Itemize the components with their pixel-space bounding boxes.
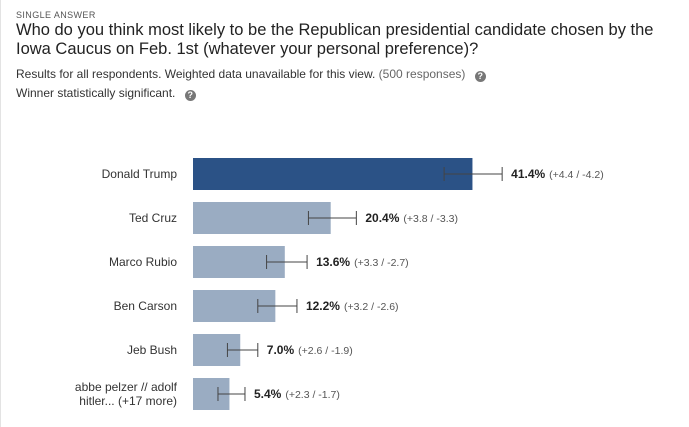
bar-chart-svg: Donald Trump 41.4% (+4.4 / -4.2) Ted Cruz 20… xyxy=(75,158,604,410)
question-type-label: SINGLE ANSWER xyxy=(16,10,96,20)
category-label-line: Jeb Bush xyxy=(127,343,177,357)
category-label-1: Ted Cruz xyxy=(129,211,177,225)
category-label-3: Ben Carson xyxy=(114,299,177,313)
value-percent: 13.6% xyxy=(316,255,350,269)
value-label-2: 13.6% (+3.3 / -2.7) xyxy=(316,255,409,269)
value-percent: 5.4% xyxy=(254,387,282,401)
significance-help-icon[interactable]: ? xyxy=(184,90,196,101)
bar-0 xyxy=(193,158,473,190)
significance-line: Winner statistically significant. ? xyxy=(16,86,196,101)
question-title: Who do you think most likely to be the R… xyxy=(16,21,654,58)
value-percent: 41.4% xyxy=(511,167,545,181)
value-error-range: (+3.2 / -2.6) xyxy=(344,301,399,313)
value-percent: 20.4% xyxy=(365,211,399,225)
results-bar-chart: Donald Trump 41.4% (+4.4 / -4.2) Ted Cruz 20… xyxy=(1,150,689,420)
value-error-range: (+3.3 / -2.7) xyxy=(354,257,409,269)
value-percent: 7.0% xyxy=(267,343,295,357)
category-label-line: hitler... (+17 more) xyxy=(79,394,177,408)
response-count: (500 responses) xyxy=(378,67,466,81)
value-percent: 12.2% xyxy=(306,299,340,313)
category-label-4: Jeb Bush xyxy=(127,343,177,357)
category-label-line: Marco Rubio xyxy=(109,255,177,269)
value-label-3: 12.2% (+3.2 / -2.6) xyxy=(306,299,399,313)
category-label-line: Donald Trump xyxy=(102,167,178,181)
results-info-text: Results for all respondents. Weighted da… xyxy=(16,67,376,81)
help-icon[interactable]: ? xyxy=(474,71,486,82)
value-error-range: (+2.3 / -1.7) xyxy=(285,389,340,401)
value-label-0: 41.4% (+4.4 / -4.2) xyxy=(511,167,604,181)
value-error-range: (+2.6 / -1.9) xyxy=(298,345,353,357)
value-label-1: 20.4% (+3.8 / -3.3) xyxy=(365,211,458,225)
category-label-2: Marco Rubio xyxy=(109,255,177,269)
category-label-line: Ben Carson xyxy=(114,299,177,313)
significance-text: Winner statistically significant. xyxy=(16,86,176,100)
value-label-5: 5.4% (+2.3 / -1.7) xyxy=(254,387,340,401)
category-label-5: abbe pelzer // adolf hitler... (+17 more) xyxy=(75,380,178,408)
value-label-4: 7.0% (+2.6 / -1.9) xyxy=(267,343,353,357)
results-info-line: Results for all respondents. Weighted da… xyxy=(16,67,486,82)
category-label-line: Ted Cruz xyxy=(129,211,177,225)
category-label-0: Donald Trump xyxy=(102,167,178,181)
category-label-line: abbe pelzer // adolf xyxy=(75,380,178,394)
value-error-range: (+4.4 / -4.2) xyxy=(549,169,604,181)
bar-1 xyxy=(193,202,331,234)
value-error-range: (+3.8 / -3.3) xyxy=(403,213,458,225)
